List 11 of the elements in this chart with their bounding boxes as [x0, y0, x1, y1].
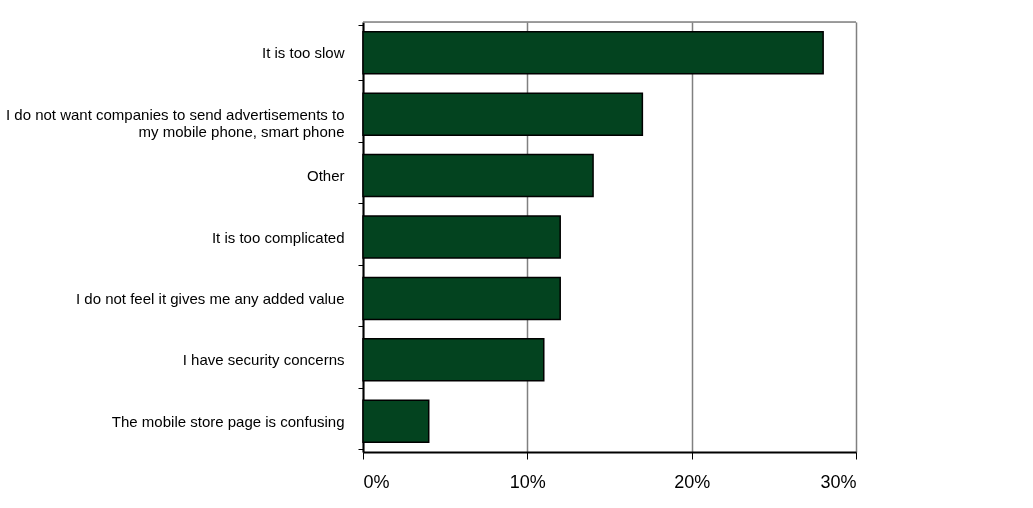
- y-tick-label: Other: [306, 167, 345, 185]
- x-tick-label: 30%: [820, 471, 857, 492]
- y-tick-label: It is too slow: [261, 44, 345, 62]
- y-tick-label: The mobile store page is confusing: [111, 412, 345, 430]
- y-tick-label: I have security concerns: [182, 351, 345, 369]
- y-tick-label: I do not want companies to send advertisements to my mobile phone, smart phone: [5, 105, 345, 140]
- x-tick-label: 20%: [674, 471, 711, 492]
- y-tick-label: I do not feel it gives me any added value: [75, 289, 345, 307]
- x-tick-label: 0%: [363, 471, 390, 492]
- x-tick-label: 10%: [509, 471, 546, 492]
- y-tick-label: It is too complicated: [211, 228, 345, 246]
